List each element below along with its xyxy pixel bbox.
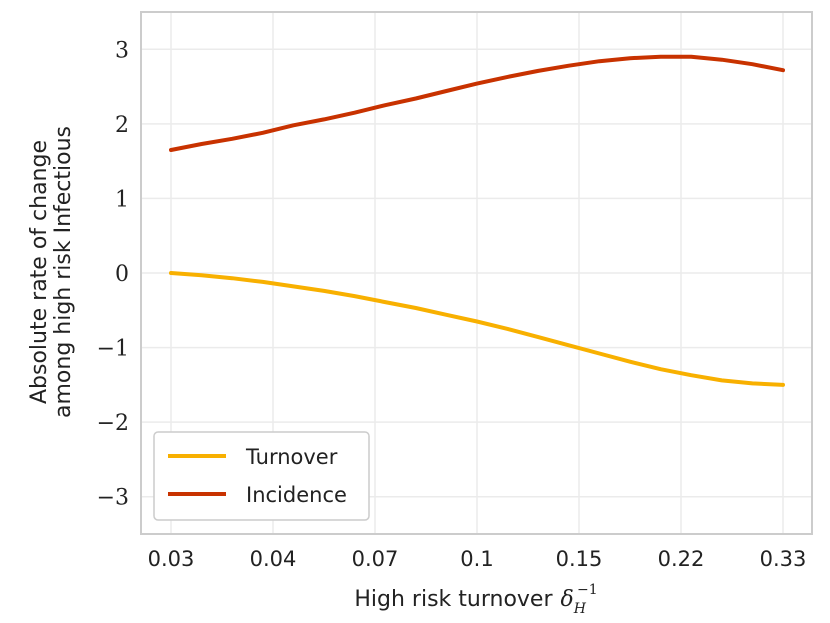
y-tick-label: 1 [115, 187, 129, 212]
x-axis-ticks: 0.03 0.04 0.07 0.1 0.15 0.22 0.33 [148, 547, 807, 571]
x-tick-label: 0.33 [760, 547, 807, 571]
plot-frame [140, 11, 813, 535]
y-tick-label: 2 [115, 113, 129, 138]
x-tick-label: 0.04 [250, 547, 297, 571]
y-tick-label: 3 [115, 38, 129, 63]
grid [141, 12, 812, 534]
legend: Turnover Incidence [153, 431, 370, 521]
y-tick-label: −2 [97, 411, 129, 436]
series-lines [169, 54, 785, 387]
x-axis-label: High risk turnover δH−1 [354, 582, 597, 617]
x-tick-label: 0.1 [460, 547, 493, 571]
x-tick-label: 0.03 [148, 547, 195, 571]
y-tick-label: −3 [97, 486, 129, 511]
y-axis-ticks: −3 −2 −1 0 1 2 3 [97, 38, 129, 510]
x-tick-label: 0.07 [352, 547, 399, 571]
y-tick-label: 0 [115, 262, 129, 287]
legend-label-incidence: Incidence [246, 483, 347, 507]
series-line-incidence [169, 54, 785, 152]
y-axis-label: Absolute rate of change among high risk … [27, 126, 76, 418]
x-tick-label: 0.15 [556, 547, 603, 571]
x-tick-label: 0.22 [658, 547, 705, 571]
y-axis-label-line-1: Absolute rate of change [27, 140, 52, 404]
y-tick-label: −1 [97, 337, 129, 362]
series-line-turnover [169, 271, 785, 387]
y-axis-label-line-2: among high risk Infectious [51, 126, 76, 418]
legend-label-turnover: Turnover [245, 445, 338, 469]
